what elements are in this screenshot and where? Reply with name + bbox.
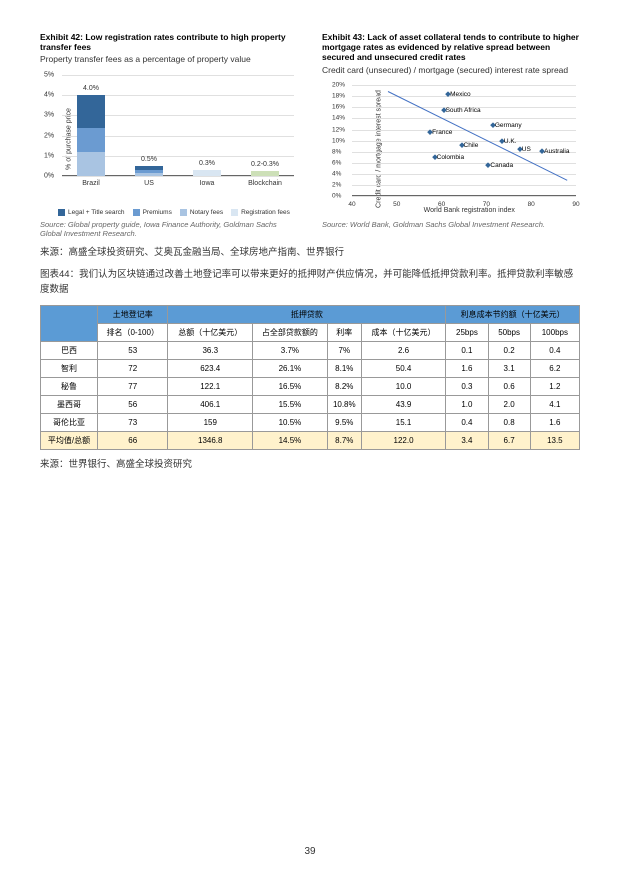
exhibit43-xlabel: World Bank registration index (424, 207, 515, 214)
ytick: 3% (44, 112, 54, 119)
xtick: 80 (528, 201, 535, 208)
exhibit42-chart: % of purchase price 0%1%2%3%4%5%4.0%Braz… (40, 71, 298, 206)
page-number: 39 (304, 846, 315, 857)
ytick: 4% (44, 92, 54, 99)
category-label: US (144, 180, 154, 187)
table-row: 哥伦比亚7315910.5%9.5%15.10.40.81.6 (41, 413, 580, 431)
th-mortgage: 抵押贷款 (168, 305, 446, 323)
point-label: South Africa (446, 107, 481, 114)
point-label: Australia (544, 148, 569, 155)
legend-item: Legal + Title search (58, 209, 125, 216)
legend-item: Registration fees (231, 209, 290, 216)
exhibit-43: Exhibit 43: Lack of asset collateral ten… (322, 32, 580, 238)
exhibit42-source: Source: Global property guide, Iowa Fina… (40, 220, 298, 238)
ytick: 5% (44, 72, 54, 79)
table-row: 墨西哥56406.115.5%10.8%43.91.02.04.1 (41, 395, 580, 413)
table-total-row: 平均值/总额661346.814.5%8.7%122.03.46.713.5 (41, 431, 580, 449)
bar-value: 0.3% (199, 160, 215, 167)
exhibit-42: Exhibit 42: Low registration rates contr… (40, 32, 298, 238)
ytick: 0% (44, 173, 54, 180)
ytick: 6% (332, 159, 341, 166)
ytick: 16% (332, 104, 345, 111)
table-row: 智利72623.426.1%8.1%50.41.63.16.2 (41, 359, 580, 377)
category-label: Iowa (200, 180, 215, 187)
category-label: Brazil (82, 180, 100, 187)
xtick: 40 (348, 201, 355, 208)
exhibit42-title: Exhibit 42: Low registration rates contr… (40, 32, 298, 52)
exhibit43-source: Source: World Bank, Goldman Sachs Global… (322, 220, 580, 229)
th-reg: 土地登记率 (98, 305, 168, 323)
point-label: Colombia (437, 154, 464, 161)
ytick: 12% (332, 126, 345, 133)
point-label: France (432, 129, 452, 136)
table-row: 巴西5336.33.7%7%2.60.10.20.4 (41, 341, 580, 359)
legend-item: Premiums (133, 209, 172, 216)
exhibit43-title: Exhibit 43: Lack of asset collateral ten… (322, 32, 580, 63)
point-label: U.K. (504, 138, 517, 145)
ytick: 20% (332, 82, 345, 89)
ytick: 8% (332, 148, 341, 155)
ytick: 2% (44, 132, 54, 139)
ytick: 14% (332, 115, 345, 122)
ytick: 4% (332, 170, 341, 177)
ytick: 10% (332, 137, 345, 144)
ytick: 2% (332, 182, 341, 189)
point-label: Canada (490, 162, 513, 169)
xtick: 90 (572, 201, 579, 208)
cn-fig44: 图表44：我们认为区块链通过改善土地登记率可以带来更好的抵押财产供应情况，并可能… (40, 268, 580, 297)
point-label: US (522, 146, 531, 153)
exhibit42-legend: Legal + Title search Premiums Notary fees R… (40, 209, 298, 216)
table-row: 秘鲁77122.116.5%8.2%10.00.30.61.2 (41, 377, 580, 395)
cn-source-1: 来源：高盛全球投资研究、艾奥瓦金融当局、全球房地产指南、世界银行 (40, 246, 580, 260)
xtick: 50 (393, 201, 400, 208)
point-label: Chile (464, 142, 479, 149)
cn-source-2: 来源：世界银行、高盛全球投资研究 (40, 458, 580, 472)
ytick: 18% (332, 93, 345, 100)
bar-value: 0.2-0.3% (251, 161, 279, 168)
ytick: 1% (44, 152, 54, 159)
ytick: 0% (332, 193, 341, 200)
table-44: 土地登记率 抵押贷款 利息成本节约额（十亿美元） 排名（0-100） 总额（十亿… (40, 305, 580, 450)
exhibit43-chart: Credit card / mortgage interest spread 0… (322, 81, 580, 216)
bar-value: 0.5% (141, 156, 157, 163)
category-label: Blockchain (248, 180, 282, 187)
bar-value: 4.0% (83, 85, 99, 92)
point-label: Germany (495, 122, 522, 129)
legend-item: Notary fees (180, 209, 223, 216)
exhibit43-subtitle: Credit card (unsecured) / mortgage (secu… (322, 65, 580, 76)
exhibit42-subtitle: Property transfer fees as a percentage o… (40, 54, 298, 65)
point-label: Mexico (450, 91, 471, 98)
th-savings: 利息成本节约额（十亿美元） (446, 305, 580, 323)
